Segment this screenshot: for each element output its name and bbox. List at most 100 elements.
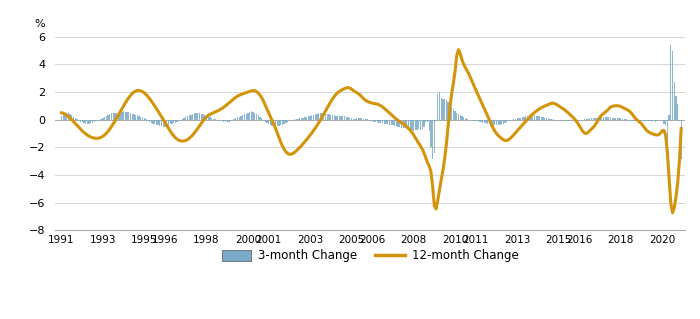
Bar [651, 120, 652, 121]
Bar [606, 117, 608, 120]
Bar [479, 120, 480, 122]
Bar [406, 120, 407, 129]
Bar [81, 120, 83, 122]
Bar [532, 115, 533, 120]
Bar [233, 119, 235, 120]
Bar [439, 93, 440, 120]
Bar [71, 115, 72, 120]
Bar [573, 120, 575, 121]
Bar [556, 120, 558, 121]
Bar [344, 116, 345, 120]
Bar [140, 116, 141, 120]
Bar [536, 115, 537, 120]
Bar [382, 120, 383, 123]
Bar [591, 118, 592, 120]
Bar [550, 119, 551, 120]
Bar [487, 120, 489, 124]
Bar [197, 113, 199, 120]
Bar [475, 120, 477, 121]
Bar [164, 120, 166, 127]
Bar [173, 120, 174, 123]
Bar [676, 96, 677, 120]
Bar [482, 120, 483, 122]
Bar [575, 120, 577, 121]
Bar [540, 117, 542, 120]
Bar [192, 114, 193, 120]
Bar [61, 115, 62, 120]
Bar [525, 116, 526, 120]
Bar [456, 113, 457, 120]
Legend: 3-month Change, 12-month Change: 3-month Change, 12-month Change [217, 245, 523, 267]
Bar [268, 120, 270, 124]
Bar [528, 115, 530, 120]
Bar [290, 120, 292, 121]
Bar [492, 120, 493, 125]
Bar [118, 113, 119, 120]
Bar [104, 117, 105, 120]
Bar [414, 120, 416, 130]
Bar [202, 115, 204, 120]
Bar [632, 120, 634, 121]
Bar [306, 117, 307, 120]
Bar [313, 115, 314, 120]
Bar [640, 120, 642, 121]
Bar [356, 118, 357, 120]
Bar [416, 120, 418, 130]
Bar [181, 119, 183, 120]
Bar [321, 113, 323, 120]
Bar [120, 112, 121, 120]
Bar [299, 118, 300, 120]
Bar [391, 120, 392, 125]
Bar [109, 114, 111, 120]
Bar [447, 102, 449, 120]
Bar [385, 120, 386, 124]
Bar [546, 118, 547, 120]
Bar [288, 120, 290, 122]
Bar [617, 118, 618, 120]
Bar [242, 115, 244, 120]
Bar [188, 115, 190, 120]
Bar [114, 113, 116, 120]
Bar [657, 120, 658, 122]
Bar [159, 120, 160, 126]
Bar [223, 120, 225, 122]
Bar [446, 100, 447, 120]
Bar [401, 120, 402, 128]
Bar [658, 120, 659, 121]
Bar [121, 112, 122, 120]
Bar [644, 120, 645, 121]
Bar [631, 120, 632, 121]
Bar [66, 113, 67, 120]
Bar [491, 120, 492, 125]
Bar [524, 117, 525, 120]
Bar [351, 118, 352, 120]
Bar [190, 115, 192, 120]
Bar [420, 120, 421, 130]
Bar [636, 120, 637, 121]
Bar [273, 120, 274, 126]
Bar [178, 120, 179, 122]
Bar [175, 120, 176, 122]
Bar [168, 120, 169, 125]
Bar [199, 113, 200, 120]
Bar [599, 117, 601, 120]
Bar [64, 113, 66, 120]
Bar [349, 118, 351, 120]
Bar [161, 120, 162, 126]
Bar [259, 117, 260, 120]
Bar [586, 119, 587, 120]
Bar [354, 118, 356, 120]
Bar [432, 120, 433, 159]
Bar [147, 120, 148, 121]
Bar [172, 120, 173, 123]
Bar [75, 118, 76, 120]
Bar [392, 120, 393, 125]
Bar [650, 120, 651, 121]
Bar [301, 118, 302, 120]
Bar [598, 118, 599, 120]
Bar [150, 120, 152, 123]
Bar [133, 114, 134, 120]
Bar [132, 114, 133, 120]
Bar [517, 118, 518, 120]
Bar [275, 120, 276, 127]
